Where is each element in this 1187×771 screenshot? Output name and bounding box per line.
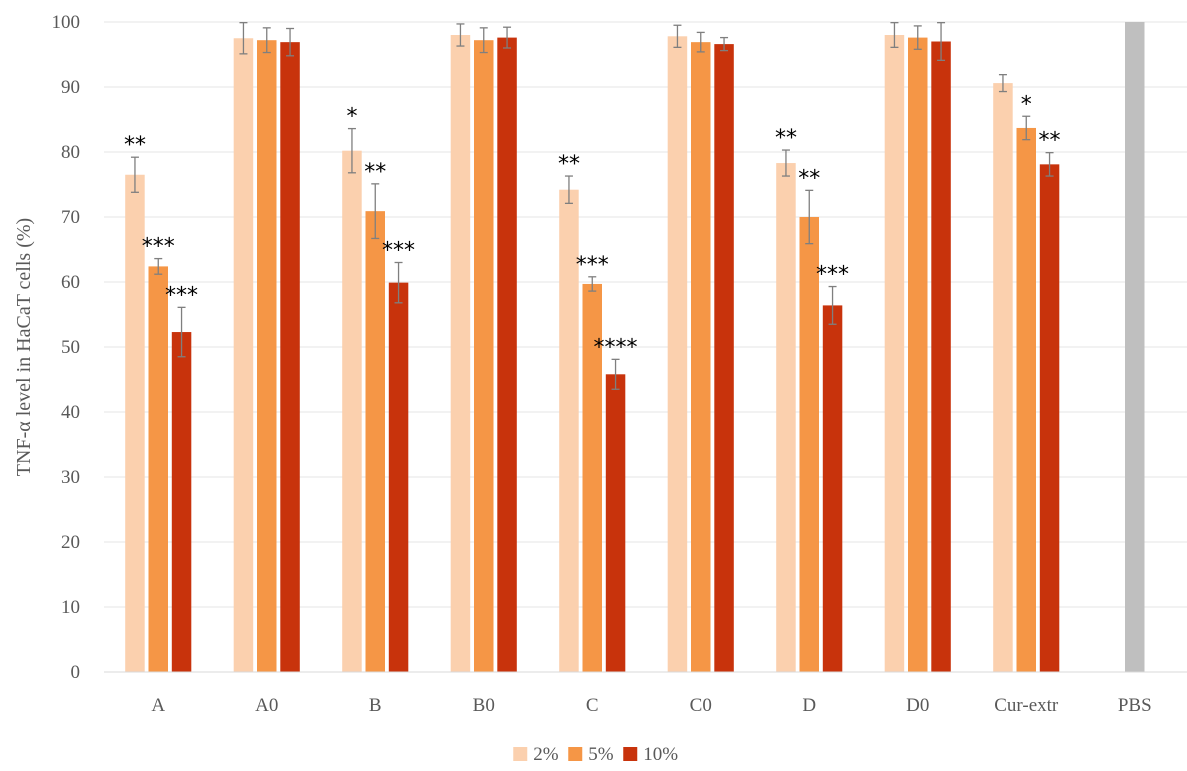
- significance-label: **: [798, 166, 820, 191]
- x-tick-label: C0: [690, 695, 712, 716]
- significance-label: *: [346, 105, 357, 130]
- bars: [125, 22, 1145, 673]
- bar: [474, 40, 494, 672]
- bar: [559, 189, 579, 672]
- bar: [125, 174, 145, 672]
- y-tick-label: 20: [61, 532, 80, 553]
- x-tick-label: PBS: [1118, 695, 1152, 716]
- bar: [148, 266, 168, 672]
- significance-label: ***: [382, 239, 415, 264]
- bar: [691, 42, 711, 672]
- x-tick-label: D: [802, 695, 816, 716]
- bar: [497, 37, 517, 673]
- bar: [342, 150, 362, 672]
- error-bars: [130, 21, 1054, 390]
- significance-label: **: [1039, 129, 1061, 154]
- legend-swatch: [568, 747, 583, 761]
- significance-label: ***: [165, 283, 198, 308]
- y-tick-label: 100: [52, 12, 81, 33]
- x-tick-label: A: [151, 695, 165, 716]
- legend-swatch: [513, 747, 528, 761]
- bar: [233, 38, 254, 672]
- significance-label: ***: [576, 253, 609, 278]
- bar: [388, 282, 409, 672]
- significance-label: *: [1021, 92, 1032, 117]
- significance-label: **: [364, 160, 386, 185]
- y-tick-label: 40: [61, 402, 80, 423]
- x-tick-label: A0: [255, 695, 278, 716]
- bar: [257, 40, 277, 672]
- y-axis-title: TNF-α level in HaCaT cells (%): [13, 218, 35, 476]
- legend: 2% 5% 10%: [513, 744, 678, 765]
- y-tick-label: 0: [71, 662, 81, 683]
- bar: [171, 332, 192, 672]
- bar: [776, 163, 796, 673]
- significance-label: ****: [594, 335, 638, 360]
- bar: [582, 283, 602, 672]
- y-tick-label: 70: [61, 207, 80, 228]
- bar: [884, 35, 905, 672]
- bar: [714, 44, 734, 673]
- y-tick-label: 80: [61, 142, 80, 163]
- x-tick-label: B0: [473, 695, 495, 716]
- y-tick-label: 50: [61, 337, 80, 358]
- bar: [993, 83, 1013, 673]
- y-tick-label: 90: [61, 77, 80, 98]
- x-tick-label: D0: [906, 695, 929, 716]
- bar: [450, 35, 471, 672]
- x-tick-label: C: [586, 695, 599, 716]
- y-tick-label: 10: [61, 597, 80, 618]
- significance-label: **: [558, 152, 580, 177]
- bar: [365, 211, 385, 672]
- legend-label: 10%: [643, 744, 678, 765]
- legend-label: 2%: [533, 744, 559, 765]
- bar: [931, 41, 951, 672]
- significance-label: **: [775, 126, 797, 151]
- y-axis-ticks: 0 10 20 30 40 50 60 70 80 90 100: [52, 12, 81, 683]
- bar: [1039, 164, 1060, 672]
- x-axis-ticks: A A0 B B0 C C0 D D0 Cur-extr PBS: [151, 695, 1151, 716]
- y-tick-label: 30: [61, 467, 80, 488]
- bar: [605, 374, 626, 672]
- bar: [280, 42, 300, 672]
- significance-label: **: [124, 133, 146, 158]
- legend-label: 5%: [588, 744, 614, 765]
- x-tick-label: B: [369, 695, 382, 716]
- bar: [799, 217, 819, 672]
- legend-swatch: [623, 747, 638, 761]
- x-tick-label: Cur-extr: [994, 695, 1059, 716]
- significance-label: ***: [142, 235, 175, 260]
- bar: [822, 305, 843, 672]
- y-tick-label: 60: [61, 272, 80, 293]
- bar: [908, 37, 928, 673]
- bar: [1016, 127, 1036, 672]
- significance-labels: *********************************: [124, 92, 1061, 360]
- significance-label: ***: [816, 263, 849, 288]
- bar: [1125, 22, 1145, 672]
- bar: [667, 36, 688, 673]
